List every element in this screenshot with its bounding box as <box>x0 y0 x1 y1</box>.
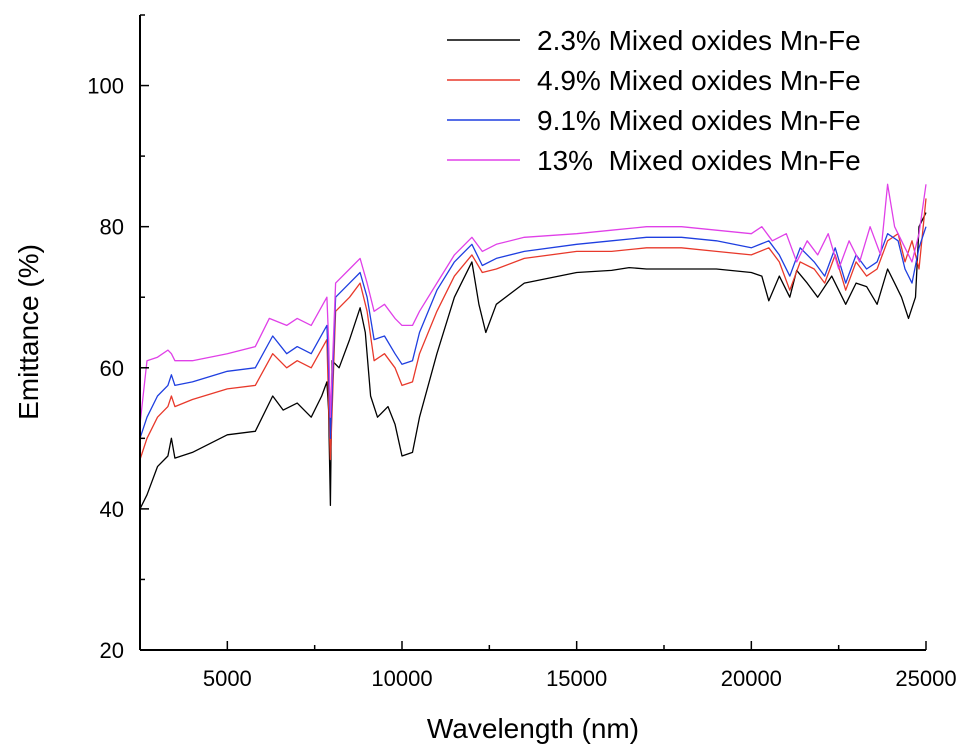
series-line-2 <box>139 198 927 461</box>
y-tick-label: 80 <box>100 215 124 240</box>
y-tick-label: 100 <box>87 74 124 99</box>
x-axis-title: Wavelength (nm) <box>427 713 639 744</box>
series-line-1 <box>139 212 927 510</box>
y-tick-label: 40 <box>100 497 124 522</box>
x-tick-label: 25000 <box>895 666 956 691</box>
legend-label-4: 13% Mixed oxides Mn-Fe <box>537 145 861 176</box>
x-axis-ticks: 5000 10000 15000 20000 25000 <box>139 641 957 691</box>
legend-label-1: 2.3% Mixed oxides Mn-Fe <box>537 25 861 56</box>
series-lines <box>139 183 927 510</box>
series-line-3 <box>139 226 927 439</box>
series-line-4 <box>139 183 927 425</box>
legend: 2.3% Mixed oxides Mn-Fe 4.9% Mixed oxides… <box>447 25 861 176</box>
y-axis-ticks: 20 40 60 80 100 <box>87 14 149 663</box>
legend-label-2: 4.9% Mixed oxides Mn-Fe <box>537 65 861 96</box>
axes <box>139 15 926 651</box>
plot-area <box>140 15 926 650</box>
x-tick-label: 20000 <box>721 666 782 691</box>
x-tick-label: 10000 <box>371 666 432 691</box>
y-axis-title: Emittance (%) <box>13 244 44 420</box>
legend-label-3: 9.1% Mixed oxides Mn-Fe <box>537 105 861 136</box>
y-tick-label: 20 <box>100 638 124 663</box>
y-tick-label: 60 <box>100 356 124 381</box>
x-tick-label: 5000 <box>203 666 252 691</box>
x-tick-label: 15000 <box>546 666 607 691</box>
